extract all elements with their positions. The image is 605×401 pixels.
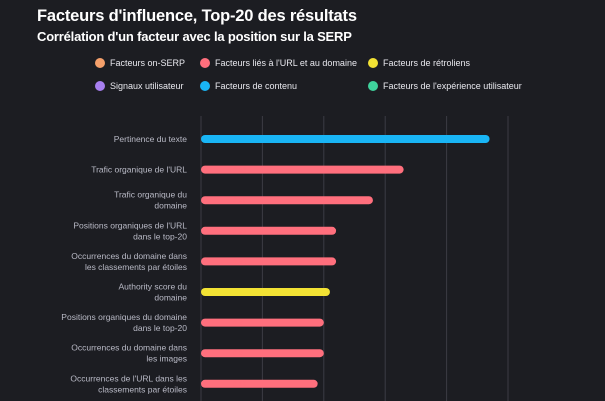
bar <box>201 318 324 327</box>
bars: 0.47 Pertinence du texte 0.33 Trafic organi… <box>61 134 490 394</box>
chart-title: Facteurs d'influence, Top-20 des résulta… <box>37 7 357 25</box>
legend-label: Facteurs on-SERP <box>110 58 186 68</box>
value-label: 0.33 <box>233 167 247 174</box>
bar <box>201 288 330 296</box>
legend-swatch <box>368 81 378 91</box>
legend-label: Facteurs de l'expérience utilisateur <box>383 81 522 91</box>
legend-item: Facteurs de l'expérience utilisateur <box>368 81 522 91</box>
legend-item: Facteurs on-SERP <box>95 58 185 68</box>
legend-swatch <box>95 58 105 68</box>
value-label: 0.2 <box>233 320 243 327</box>
value-label: 0.22 <box>233 228 247 235</box>
legend-label: Facteurs de rétroliens <box>383 58 471 68</box>
legend-swatch <box>95 81 105 91</box>
legend-item: Facteurs de contenu <box>200 81 297 91</box>
legend-swatch <box>200 81 210 91</box>
legend-swatch <box>200 58 210 68</box>
legend-label: Facteurs de contenu <box>215 81 298 91</box>
bar <box>201 135 490 143</box>
legend-item: Signaux utilisateur <box>95 81 184 91</box>
bar <box>201 226 337 235</box>
category-label: Pertinence du texte <box>114 134 188 144</box>
value-label: 0.2 <box>233 351 243 358</box>
bar <box>201 257 337 266</box>
value-label: 0.28 <box>233 198 247 205</box>
chart-legend: Facteurs on-SERP Facteurs liés à l'URL et… <box>0 0 605 110</box>
category-label: Trafic organique de l'URL <box>91 165 187 175</box>
category-label: Occurrences du domaine dans les classemen… <box>71 251 187 272</box>
bar <box>201 379 318 388</box>
category-label: Positions organiques de l'URL dans le top… <box>73 220 187 241</box>
category-label: Occurrences du domaine dans les images <box>71 343 187 364</box>
bar <box>201 196 373 205</box>
category-label: Occurrences de l'URL dans les classements… <box>70 373 187 394</box>
bar <box>201 165 404 174</box>
value-label: 0.47 <box>233 137 247 144</box>
legend-label: Signaux utilisateur <box>110 81 184 91</box>
category-label: Positions organiques du domaine dans le t… <box>61 312 187 333</box>
value-label: 0.21 <box>233 290 247 297</box>
legend-item: Facteurs liés à l'URL et au domaine <box>200 58 357 68</box>
category-label: Trafic organique du domaine <box>114 190 187 211</box>
bar <box>201 349 324 358</box>
legend-swatch <box>368 58 378 68</box>
value-label: 0.22 <box>233 259 247 266</box>
legend-label: Facteurs liés à l'URL et au domaine <box>215 58 357 68</box>
chart-subtitle: Corrélation d'un facteur avec la positio… <box>37 29 352 44</box>
category-label: Authority score du domaine <box>118 282 187 303</box>
value-label: 0.19 <box>233 381 247 388</box>
legend-item: Facteurs de rétroliens <box>368 58 470 68</box>
